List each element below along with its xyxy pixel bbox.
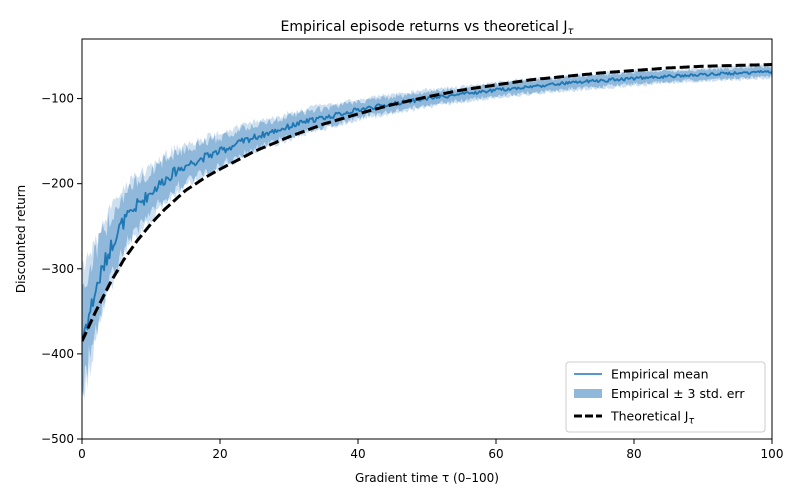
x-tick-label: 0 [78,447,86,461]
chart-title-text: Empirical episode returns vs theoretical… [280,19,567,35]
legend-box [565,361,766,433]
x-tick-label: 40 [350,447,365,461]
y-axis: −500 −400 −300 −200 −100 [41,92,82,446]
y-tick-label: −400 [41,347,74,361]
legend-swatch-band [574,389,602,398]
legend-label-theoretical: Theoretical Jτ [610,409,695,427]
legend-label-band: Empirical ± 3 std. err [611,386,745,401]
y-tick-label: −300 [41,262,74,276]
legend-label-theoretical-subscript: τ [689,416,695,427]
y-tick-label: −200 [41,177,74,191]
y-axis-label: Discounted return [14,185,28,293]
y-tick-label: −100 [41,92,74,106]
plot-frame [81,38,773,440]
chart-title-subscript: τ [568,26,575,37]
line-layer [82,63,772,342]
x-tick-label: 80 [626,447,641,461]
legend: Empirical mean Empirical ± 3 std. err Th… [565,361,766,433]
plot-area [81,38,773,440]
legend-label-empirical-mean: Empirical mean [611,367,709,382]
x-axis-label: Gradient time τ (0–100) [355,471,499,485]
x-tick-label: 100 [761,447,784,461]
x-axis: 0 20 40 60 80 100 [78,439,783,461]
legend-label-theoretical-text: Theoretical J [610,409,689,424]
x-tick-label: 60 [488,447,503,461]
empirical-band-outer [82,63,772,404]
empirical-mean-line [82,69,772,339]
band-layer [82,63,772,404]
x-tick-label: 20 [212,447,227,461]
theoretical-line [82,63,772,342]
y-tick-label: −500 [41,432,74,446]
chart-title: Empirical episode returns vs theoretical… [280,19,574,37]
